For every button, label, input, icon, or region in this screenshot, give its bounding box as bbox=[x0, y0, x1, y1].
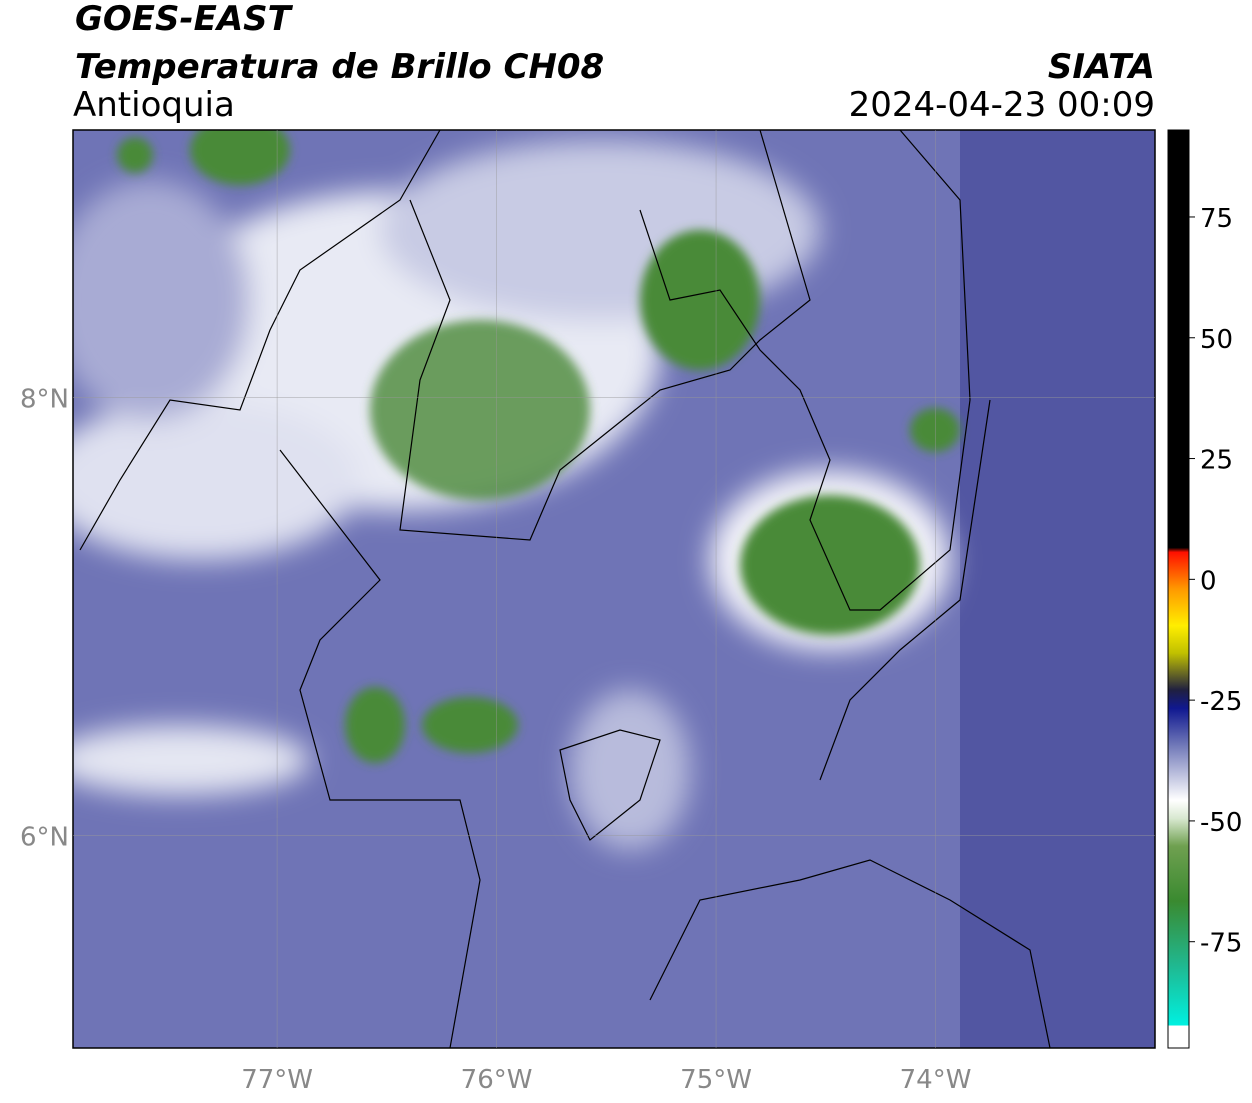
map-frame bbox=[72, 129, 1156, 1049]
colorbar-tick-label: 25 bbox=[1200, 446, 1233, 476]
title: GOES-EAST bbox=[75, 0, 294, 39]
colorbar-tick-label: 50 bbox=[1200, 325, 1233, 355]
datetime: 2024-04-23 00:09 bbox=[849, 85, 1155, 125]
colorbar-tick-label: -75 bbox=[1200, 929, 1242, 959]
colorbar bbox=[1167, 129, 1190, 1049]
colorbar-tick-label: -50 bbox=[1200, 808, 1242, 838]
x-tick-label: 76°W bbox=[461, 1065, 533, 1095]
map-image bbox=[73, 130, 1155, 1048]
colorbar-tick-label: -25 bbox=[1200, 687, 1242, 717]
x-tick-label: 77°W bbox=[241, 1065, 313, 1095]
source: SIATA bbox=[1048, 47, 1155, 87]
subtitle: Temperatura de Brillo CH08 bbox=[75, 47, 604, 87]
y-tick-label: 6°N bbox=[20, 822, 69, 852]
x-tick-label: 74°W bbox=[900, 1065, 972, 1095]
region: Antioquia bbox=[73, 85, 235, 125]
colorbar-tick-label: 75 bbox=[1200, 204, 1233, 234]
y-tick-label: 8°N bbox=[20, 384, 69, 414]
x-tick-label: 75°W bbox=[680, 1065, 752, 1095]
colorbar-tick-label: 0 bbox=[1200, 566, 1217, 596]
